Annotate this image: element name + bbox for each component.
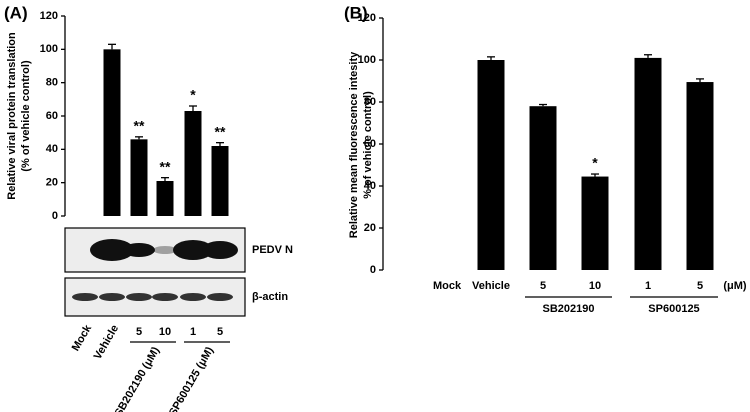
- x-tick-label: 10: [159, 326, 171, 338]
- panel-label: (B): [344, 3, 368, 22]
- significance-label: **: [134, 118, 145, 134]
- blot-band: [99, 293, 125, 301]
- x-tick-label: 1: [645, 280, 651, 292]
- significance-label: *: [592, 155, 598, 171]
- y-tick-label: 60: [46, 110, 58, 122]
- panel-label: (A): [4, 3, 28, 22]
- y-tick-label: 80: [46, 77, 58, 89]
- unit-label: (μM): [723, 280, 747, 292]
- blot-band: [90, 239, 134, 261]
- y-tick-label: 0: [370, 264, 376, 276]
- bar: [686, 82, 714, 270]
- x-tick-label: Vehicle: [472, 280, 510, 292]
- group-label: SB202190: [543, 303, 595, 315]
- y-tick-label: 20: [364, 222, 376, 234]
- y-axis-label: % of vehicle control): [362, 91, 374, 199]
- y-tick-label: 120: [40, 10, 58, 22]
- blot-band: [207, 293, 233, 301]
- significance-label: *: [190, 87, 196, 103]
- y-axis-label: Relative viral protein translation: [6, 32, 18, 200]
- y-tick-label: 60: [364, 138, 376, 150]
- group-label: SB202190 (μM): [113, 345, 163, 412]
- bar: [477, 60, 505, 270]
- y-tick-label: 0: [52, 210, 58, 222]
- blot-label: β-actin: [252, 291, 288, 303]
- x-tick-label: 5: [217, 326, 223, 338]
- bar: [581, 176, 609, 270]
- blot-band: [126, 293, 152, 301]
- x-tick-label: Mock: [433, 280, 462, 292]
- blot-band: [152, 293, 178, 301]
- blot-band: [202, 241, 238, 259]
- y-tick-label: 80: [364, 96, 376, 108]
- bar: [211, 146, 229, 216]
- x-tick-label: 5: [136, 326, 142, 338]
- group-label: SP600125 (μM): [167, 345, 216, 412]
- x-tick-label: 1: [190, 326, 196, 338]
- x-tick-label: 10: [589, 280, 601, 292]
- bar: [634, 57, 662, 271]
- bar: [156, 181, 174, 216]
- y-axis-label: Relative mean fluorescence intesity: [348, 51, 360, 238]
- group-label: SP600125: [648, 303, 699, 315]
- bar: [529, 106, 557, 270]
- y-tick-label: 120: [358, 12, 376, 24]
- x-tick-label: 5: [540, 280, 546, 292]
- blot-band: [123, 243, 155, 257]
- x-tick-label: Mock: [70, 322, 95, 353]
- significance-label: **: [215, 123, 226, 139]
- bar: [184, 111, 202, 216]
- y-tick-label: 100: [40, 43, 58, 55]
- y-tick-label: 40: [46, 143, 58, 155]
- bar: [130, 139, 148, 216]
- bar: [103, 49, 121, 217]
- y-axis-label: (% of vehicle control): [20, 60, 32, 172]
- x-tick-label: 5: [697, 280, 703, 292]
- blot-band: [153, 246, 177, 254]
- blot-band: [180, 293, 206, 301]
- blot-label: PEDV N: [252, 244, 293, 256]
- y-tick-label: 100: [358, 54, 376, 66]
- blot-band: [173, 240, 213, 260]
- y-tick-label: 20: [46, 177, 58, 189]
- blot-band: [72, 293, 98, 301]
- significance-label: **: [160, 158, 171, 174]
- x-tick-label: Vehicle: [92, 323, 121, 362]
- y-tick-label: 40: [364, 180, 376, 192]
